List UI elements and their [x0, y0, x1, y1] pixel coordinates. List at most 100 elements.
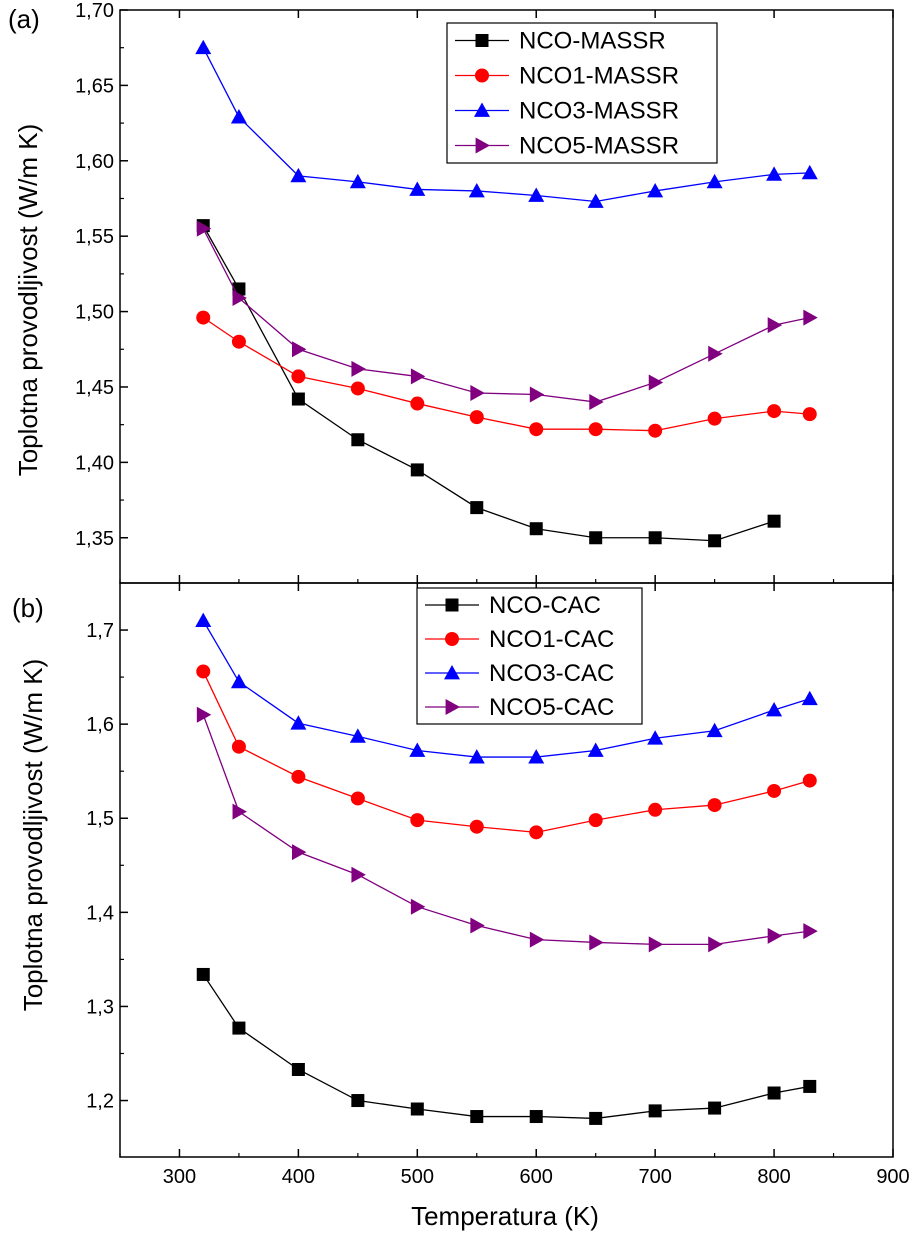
data-point — [648, 423, 663, 438]
data-point — [410, 813, 425, 828]
data-point — [291, 844, 307, 861]
data-point — [708, 1101, 722, 1115]
data-point — [291, 341, 307, 358]
series-line — [202, 228, 810, 403]
legend: NCO-MASSR NCO1-MASSR NCO3-MASSR NCO5-MASSR — [446, 22, 718, 164]
data-point — [767, 927, 783, 944]
legend-marker — [445, 699, 460, 715]
data-point — [230, 673, 247, 689]
data-point — [351, 1094, 365, 1108]
panel-a: 1,35 1,40 1,45 1,50 1,55 1,60 1,65 1,70 (a) Toplo… — [8, 0, 894, 584]
data-point — [587, 193, 604, 208]
data-point — [196, 310, 211, 325]
y-tick-label: 1,2 — [86, 1091, 114, 1113]
data-point — [291, 1062, 305, 1076]
y-tick-label: 1,50 — [75, 302, 114, 324]
data-point — [350, 791, 365, 806]
data-point — [231, 739, 246, 754]
y-tick-label: 1,5 — [86, 808, 114, 830]
data-point — [468, 182, 485, 198]
data-point — [706, 173, 723, 189]
data-point — [410, 1102, 424, 1116]
data-point — [648, 936, 664, 953]
data-point — [766, 702, 783, 717]
data-point — [707, 411, 722, 426]
x-tick-label: 300 — [163, 1166, 196, 1188]
panel-b: 300 400 500 600 700 800 900 1,2 1,3 1,4 1,5 1,6 1,7 (… — [12, 582, 910, 1188]
data-point — [529, 1110, 543, 1124]
y-tick-label: 1,60 — [75, 151, 114, 173]
series-NCO-CAC — [196, 967, 817, 1125]
series-NCO1-CAC — [196, 664, 817, 840]
series-NCO3-MASSR — [195, 39, 818, 208]
x-tick-label: 900 — [876, 1166, 909, 1188]
data-point — [803, 1079, 817, 1093]
data-point — [529, 386, 545, 403]
legend-label: NCO1-CAC — [489, 626, 614, 653]
data-point — [349, 728, 366, 743]
plot-frame — [119, 582, 894, 1158]
series-NCO-MASSR — [196, 219, 781, 548]
series-line — [202, 620, 810, 758]
x-tick-label: 400 — [282, 1166, 315, 1188]
legend-label: NCO3-MASSR — [519, 98, 679, 125]
data-point — [767, 317, 783, 334]
data-point — [803, 923, 818, 940]
series-line — [202, 974, 810, 1120]
data-point — [470, 1110, 484, 1124]
y-tick-label: 1,55 — [75, 226, 114, 248]
legend-box — [446, 22, 718, 164]
data-point — [587, 742, 604, 757]
data-point — [231, 334, 246, 349]
data-point — [802, 407, 817, 422]
data-point — [291, 392, 305, 406]
data-point — [470, 501, 484, 515]
legend-label: NCO5-CAC — [489, 694, 614, 721]
legend-marker — [445, 598, 459, 612]
data-point — [196, 706, 212, 723]
data-point — [469, 819, 484, 834]
data-point — [232, 1021, 246, 1035]
y-tick-label: 1,3 — [86, 996, 114, 1018]
data-point — [589, 1111, 603, 1125]
data-point — [349, 173, 366, 189]
data-point — [195, 612, 212, 628]
series-line — [202, 47, 810, 203]
legend-marker — [444, 665, 460, 680]
legend-marker — [445, 632, 459, 646]
y-tick-label: 1,4 — [86, 902, 114, 924]
data-point — [801, 164, 818, 180]
series-NCO5-MASSR — [196, 220, 818, 411]
series-NCO5-CAC — [196, 706, 818, 953]
data-point — [588, 813, 603, 828]
data-point — [291, 369, 306, 384]
x-axis-title: Temperatura (K) — [411, 1201, 599, 1231]
legend-label: NCO3-CAC — [489, 660, 614, 687]
legend-label: NCO1-MASSR — [519, 63, 679, 90]
data-point — [196, 967, 210, 981]
data-point — [470, 385, 485, 402]
series-NCO1-MASSR — [196, 310, 817, 438]
data-point — [529, 522, 543, 536]
data-point — [706, 722, 723, 738]
data-point — [767, 1086, 781, 1100]
series-line — [202, 671, 810, 834]
data-point — [351, 433, 365, 447]
data-point — [648, 802, 663, 817]
data-point — [589, 394, 604, 411]
data-point — [766, 166, 783, 181]
panel-label: (a) — [8, 4, 40, 34]
data-point — [767, 404, 782, 419]
x-tick-label: 800 — [757, 1166, 790, 1188]
x-tick-label: 700 — [638, 1166, 671, 1188]
legend-label: NCO-MASSR — [519, 28, 666, 55]
series-line — [202, 317, 810, 432]
legend-marker — [475, 68, 489, 83]
series-line — [202, 714, 810, 945]
legend-marker — [475, 34, 489, 47]
data-point — [409, 742, 426, 757]
data-point — [708, 345, 723, 362]
data-point — [529, 825, 544, 840]
data-point — [410, 898, 426, 915]
